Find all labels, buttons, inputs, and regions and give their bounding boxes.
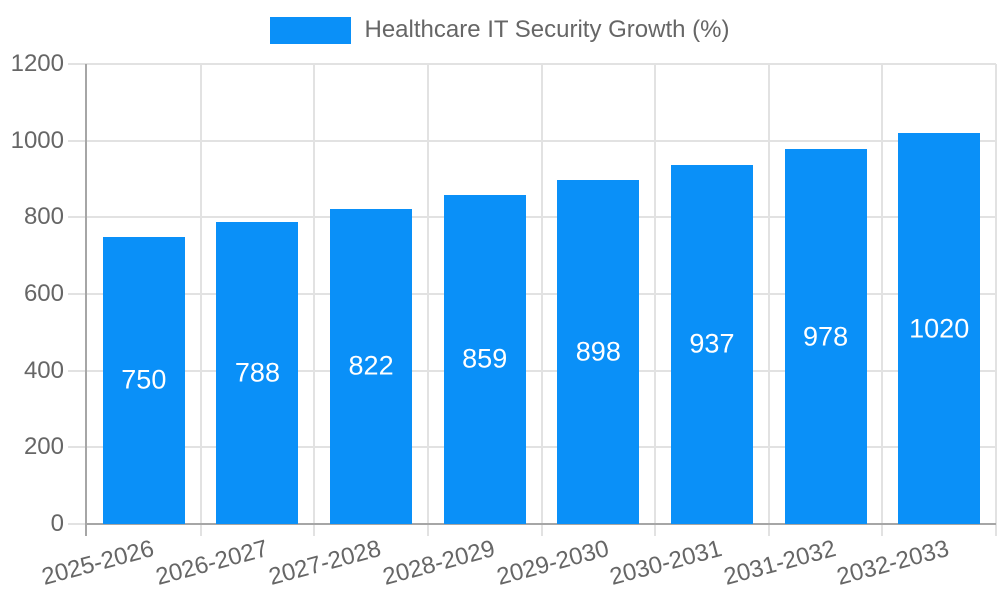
y-axis-tick-label: 0 <box>50 510 64 537</box>
bar-value-label: 937 <box>689 328 735 359</box>
y-axis-tick <box>68 523 87 525</box>
y-axis-tick-label: 400 <box>23 356 64 384</box>
gridline-vertical <box>199 64 202 536</box>
legend-item-healthcare-it-security[interactable]: Healthcare IT Security Growth (%) <box>270 15 730 45</box>
gridline-vertical <box>426 64 429 536</box>
y-axis-tick <box>68 293 87 295</box>
x-axis-tick-label: 2031-2032 <box>720 535 839 591</box>
bar[interactable]: 822 <box>330 208 413 524</box>
bar-value-label: 788 <box>234 357 280 388</box>
gridline-vertical <box>881 64 884 536</box>
gridline-vertical <box>540 64 543 536</box>
x-axis-tick-label: 2032-2033 <box>834 535 953 591</box>
bar-value-label: 978 <box>803 321 849 352</box>
gridline-vertical <box>995 64 997 536</box>
x-axis-line <box>85 523 996 525</box>
bar[interactable]: 788 <box>216 221 299 524</box>
y-axis-tick <box>68 216 87 219</box>
y-axis-tick-label: 1200 <box>10 50 64 77</box>
x-axis-tick-label: 2030-2031 <box>607 535 725 591</box>
gridline-vertical <box>313 64 316 536</box>
bar[interactable]: 750 <box>102 236 185 524</box>
bar-value-label: 822 <box>348 350 394 381</box>
bar-value-label: 1020 <box>909 313 970 343</box>
x-axis-tick-label: 2028-2029 <box>379 535 498 591</box>
x-axis-tick-label: 2026-2027 <box>152 535 271 591</box>
legend-swatch-icon <box>270 16 352 44</box>
y-axis-tick <box>68 446 87 449</box>
y-axis-tick-label: 800 <box>23 203 64 231</box>
bar[interactable]: 937 <box>670 164 753 524</box>
bar[interactable]: 898 <box>557 179 640 524</box>
x-axis-tick-label: 2029-2030 <box>493 535 612 591</box>
chart-legend: Healthcare IT Security Growth (%) <box>0 15 1000 45</box>
bar[interactable]: 1020 <box>898 133 981 524</box>
bar-value-label: 859 <box>462 343 508 374</box>
bar[interactable]: 978 <box>784 149 867 524</box>
x-axis-tick-label: 2025-2026 <box>38 535 157 591</box>
plot-area: 750 788 822 859 898 937 978 1020 <box>87 63 996 524</box>
y-axis-tick-label: 200 <box>23 433 64 461</box>
y-axis-tick <box>68 369 87 372</box>
gridline-vertical <box>654 64 657 536</box>
y-axis-tick-label: 600 <box>23 280 64 307</box>
legend-label: Healthcare IT Security Growth (%) <box>364 16 730 43</box>
bar-value-label: 898 <box>575 336 621 367</box>
bar[interactable]: 859 <box>443 194 526 524</box>
y-axis-tick-label: 1000 <box>10 126 64 154</box>
y-axis-tick <box>68 139 87 142</box>
bar-value-label: 750 <box>121 364 167 395</box>
y-axis-tick <box>68 63 87 65</box>
gridline-vertical <box>767 64 770 536</box>
x-axis-tick-label: 2027-2028 <box>266 535 385 591</box>
y-axis-line <box>85 64 87 536</box>
